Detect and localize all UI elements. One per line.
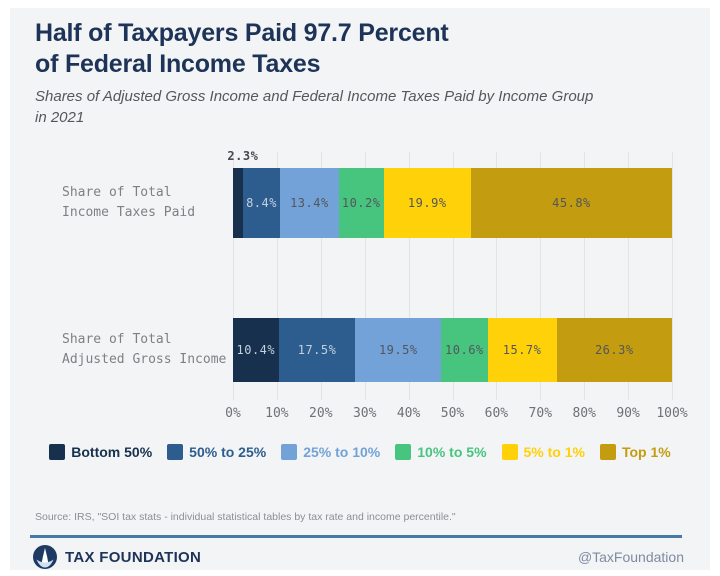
page-title: Half of Taxpayers Paid 97.7 Percent of Fe…	[35, 18, 449, 79]
gridline	[540, 152, 542, 400]
x-axis-tick-label: 100%	[656, 406, 688, 421]
gridline	[496, 152, 498, 400]
legend-item: Bottom 50%	[49, 444, 152, 460]
segment-label: 10.4%	[236, 343, 276, 357]
title-line-2: of Federal Income Taxes	[35, 49, 321, 78]
x-axis-tick-label: 10%	[265, 406, 289, 421]
source-note: Source: IRS, "SOI tax stats - individual…	[35, 511, 456, 523]
x-axis-tick-label: 70%	[528, 406, 553, 421]
x-axis-tick-label: 30%	[352, 406, 377, 421]
legend-swatch	[599, 444, 616, 460]
x-axis-tick-label: 50%	[440, 406, 465, 421]
bar-row-1: 2.3% 8.4% 13.4% 10.2% 19.9% 45.8%	[227, 149, 672, 238]
gridline	[408, 152, 410, 400]
legend-item: 10% to 5%	[395, 444, 487, 460]
x-axis-tick-label: 0%	[225, 406, 241, 421]
row-label-2: Share of Total Adjusted Gross Income	[62, 332, 227, 367]
legend-label: Top 1%	[621, 444, 671, 460]
gridline	[628, 152, 630, 400]
legend-label: 50% to 25%	[189, 444, 267, 460]
legend-label: 10% to 5%	[417, 444, 487, 460]
segment-label: 19.5%	[378, 343, 418, 357]
legend-label: Bottom 50%	[71, 444, 153, 460]
taxfoundation-logo-icon	[33, 545, 57, 569]
x-axis-tick-label: 90%	[616, 406, 640, 421]
segment-label: 10.6%	[445, 343, 484, 357]
bar-segment	[233, 168, 244, 238]
segment-label: 10.2%	[341, 196, 381, 210]
x-axis-tick-label: 40%	[396, 406, 421, 421]
legend: Bottom 50% 50% to 25% 25% to 10% 10% to 5% 5…	[10, 444, 710, 460]
legend-label: 5% to 1%	[523, 444, 585, 460]
gridline	[276, 152, 278, 400]
footer-divider	[30, 535, 682, 538]
bar-segment: 15.7%	[487, 318, 557, 382]
footer-bar: TAX FOUNDATION @TaxFoundation	[32, 544, 684, 570]
x-axis-tick-label: 20%	[309, 406, 333, 421]
gridline	[452, 152, 454, 400]
legend-label: 25% to 10%	[303, 444, 381, 460]
legend-item: Top 1%	[599, 444, 671, 460]
gridline	[364, 152, 366, 400]
bar-segment: 45.8%	[470, 168, 672, 238]
legend-item: 5% to 1%	[501, 444, 585, 460]
segment-label: 13.4%	[290, 196, 329, 210]
bar-segment: 10.6%	[441, 318, 488, 382]
plot-area: 2.3% 8.4% 13.4% 10.2% 19.9% 45.8% 10.4% 17.5% 19…	[227, 149, 673, 400]
bar-segment: 19.5%	[355, 318, 442, 382]
gridline	[233, 152, 234, 400]
row-label-1: Share of Total Income Taxes Paid	[62, 185, 196, 220]
bar-segment: 10.4%	[233, 318, 279, 382]
segment-label: 15.7%	[502, 343, 542, 357]
legend-swatch	[281, 444, 298, 460]
gridline	[584, 152, 586, 400]
x-axis-tick-label: 80%	[572, 406, 596, 421]
legend-item: 50% to 25%	[167, 444, 266, 460]
title-line-1: Half of Taxpayers Paid 97.7 Percent	[35, 19, 449, 47]
bar-segment: 13.4%	[279, 168, 339, 238]
legend-item: 25% to 10%	[281, 444, 380, 460]
bar-row-2: 10.4% 17.5% 19.5% 10.6% 15.7% 26.3%	[233, 318, 672, 382]
x-axis-tick-label: 60%	[484, 406, 509, 421]
chart-subtitle: Shares of Adjusted Gross Income and Fede…	[35, 88, 594, 126]
segment-label: 26.3%	[594, 343, 634, 357]
brand-lockup: TAX FOUNDATION	[32, 544, 201, 570]
segment-label: 45.8%	[552, 196, 591, 210]
segment-label: 17.5%	[297, 343, 337, 357]
chart-card: Half of Taxpayers Paid 97.7 Percent of Fe…	[10, 8, 710, 570]
brand-name: TAX FOUNDATION	[65, 548, 202, 566]
gridline	[320, 152, 322, 400]
twitter-handle: @TaxFoundation	[577, 549, 684, 565]
bar-segment: 17.5%	[278, 318, 356, 382]
legend-swatch	[167, 444, 184, 460]
bar-segment: 19.9%	[383, 168, 471, 238]
segment-outside-label: 2.3%	[227, 149, 259, 163]
legend-swatch	[501, 444, 518, 460]
bar-segment: 10.2%	[338, 168, 384, 238]
bar-segment: 8.4%	[243, 168, 280, 238]
gridline	[672, 152, 673, 400]
x-axis: 0% 10% 20% 30% 40% 50% 60% 70% 80% 90% 100%	[225, 406, 687, 426]
segment-label: 19.9%	[407, 196, 447, 210]
bar-segment: 26.3%	[556, 318, 672, 382]
legend-swatch	[395, 444, 412, 460]
segment-label: 8.4%	[246, 196, 277, 210]
legend-swatch	[49, 444, 66, 460]
